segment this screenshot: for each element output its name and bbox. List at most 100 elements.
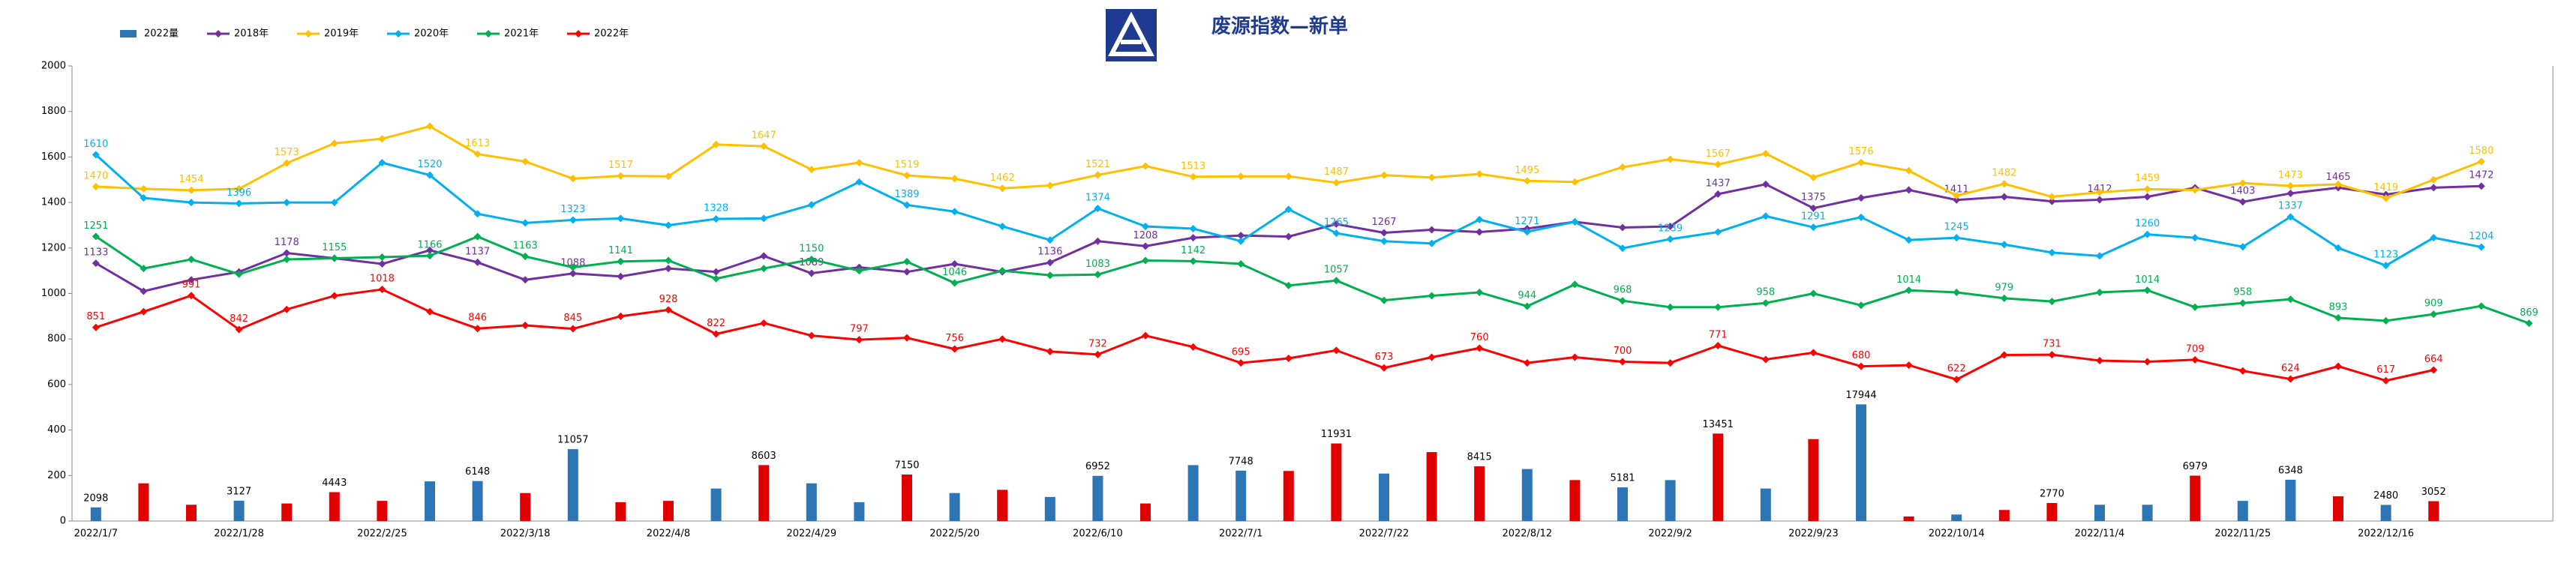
- bar: [1092, 475, 1103, 521]
- line-marker: [2382, 316, 2390, 325]
- bar: [2046, 502, 2058, 521]
- data-label: 1374: [1085, 192, 1110, 203]
- line-marker: [569, 263, 577, 271]
- x-tick-label: 2022/3/18: [500, 529, 551, 540]
- x-tick-label: 2022/2/25: [357, 529, 407, 540]
- line-marker: [1142, 222, 1149, 230]
- line-marker: [521, 276, 530, 284]
- line-marker: [2048, 248, 2056, 256]
- data-label: 1613: [465, 138, 490, 149]
- line-marker: [1953, 191, 1961, 199]
- legend-swatch: [120, 30, 137, 37]
- bar: [758, 465, 770, 521]
- line-marker: [1094, 271, 1102, 279]
- data-label: 771: [1709, 330, 1728, 341]
- line-marker: [1809, 349, 1818, 357]
- y-tick-label: 200: [47, 470, 66, 481]
- line-marker: [1142, 242, 1149, 250]
- line-marker: [2096, 357, 2103, 365]
- bar: [2428, 501, 2439, 521]
- line-marker: [665, 172, 672, 181]
- line-marker: [2143, 193, 2151, 201]
- line-marker: [1857, 301, 1865, 310]
- line-marker: [2334, 362, 2342, 370]
- line-marker: [2096, 188, 2103, 196]
- bar-label: 6348: [2278, 465, 2303, 476]
- bar: [949, 493, 960, 521]
- line-marker: [140, 194, 148, 202]
- line-marker: [1619, 358, 1626, 366]
- line-marker: [712, 268, 720, 276]
- y-tick-label: 1400: [41, 197, 66, 208]
- legend-marker: [215, 30, 222, 37]
- line-marker: [1380, 171, 1388, 179]
- line-marker: [1809, 289, 1818, 298]
- line-marker: [1523, 228, 1531, 236]
- line-marker: [1905, 166, 1913, 175]
- line-marker: [1571, 353, 1579, 361]
- data-label: 958: [1756, 287, 1775, 298]
- line-marker: [1619, 297, 1626, 305]
- data-label: 624: [2281, 363, 2300, 374]
- line-marker: [1571, 217, 1579, 226]
- line-marker: [1380, 237, 1388, 245]
- bar: [1521, 469, 1533, 521]
- data-label: 968: [1614, 285, 1632, 296]
- line-marker: [1142, 256, 1149, 265]
- bar-label: 3127: [227, 486, 251, 497]
- bar-label: 5181: [1610, 473, 1635, 484]
- line-marker: [2096, 252, 2103, 260]
- line-marker: [2048, 351, 2056, 359]
- data-label: 1437: [1706, 178, 1731, 189]
- line-marker: [665, 306, 672, 314]
- y-tick-label: 800: [47, 334, 66, 345]
- line-marker: [903, 268, 911, 276]
- line-marker: [950, 345, 959, 353]
- line-marker: [807, 166, 815, 174]
- data-label: 1419: [2373, 182, 2398, 193]
- line-marker: [569, 269, 577, 277]
- bar: [1617, 487, 1628, 521]
- line-marker: [2286, 295, 2295, 304]
- data-label: 1323: [560, 204, 585, 215]
- data-label: 893: [2329, 301, 2348, 313]
- legend-label: 2020年: [414, 28, 449, 40]
- line-marker: [1428, 226, 1436, 234]
- line-marker: [1237, 232, 1245, 240]
- data-label: 680: [1852, 350, 1871, 361]
- data-label: 1520: [417, 159, 442, 170]
- data-label: 1375: [1801, 192, 1826, 203]
- line-marker: [569, 175, 577, 183]
- line-marker: [2430, 366, 2438, 374]
- line-marker: [712, 274, 720, 283]
- bar-label: 6979: [2183, 461, 2208, 472]
- data-label: 1239: [1658, 223, 1683, 234]
- bar: [997, 490, 1008, 521]
- bar: [233, 500, 245, 521]
- line-marker: [426, 252, 434, 260]
- line-marker: [1189, 234, 1197, 242]
- data-label: 1517: [608, 160, 633, 171]
- line-marker: [903, 171, 911, 179]
- data-label: 1462: [990, 172, 1015, 184]
- line-marker: [1046, 347, 1054, 355]
- line-marker: [1380, 296, 1388, 304]
- line-marker: [1857, 158, 1865, 166]
- line-marker: [1476, 170, 1484, 178]
- line-marker: [426, 246, 434, 254]
- line-marker: [1380, 364, 1388, 372]
- line-marker: [2477, 157, 2485, 166]
- logo: [1106, 9, 1157, 61]
- line-marker: [1857, 194, 1865, 202]
- line-marker: [2000, 241, 2008, 249]
- bar: [663, 501, 674, 521]
- data-label: 1573: [275, 147, 299, 158]
- line-marker: [950, 279, 959, 287]
- line-marker: [1619, 163, 1626, 172]
- line-marker: [1761, 180, 1770, 188]
- data-label: 695: [1232, 347, 1250, 358]
- line-marker: [903, 258, 911, 266]
- line-marker: [1761, 212, 1770, 220]
- line-marker: [1332, 229, 1341, 238]
- data-label: 1459: [2135, 173, 2160, 184]
